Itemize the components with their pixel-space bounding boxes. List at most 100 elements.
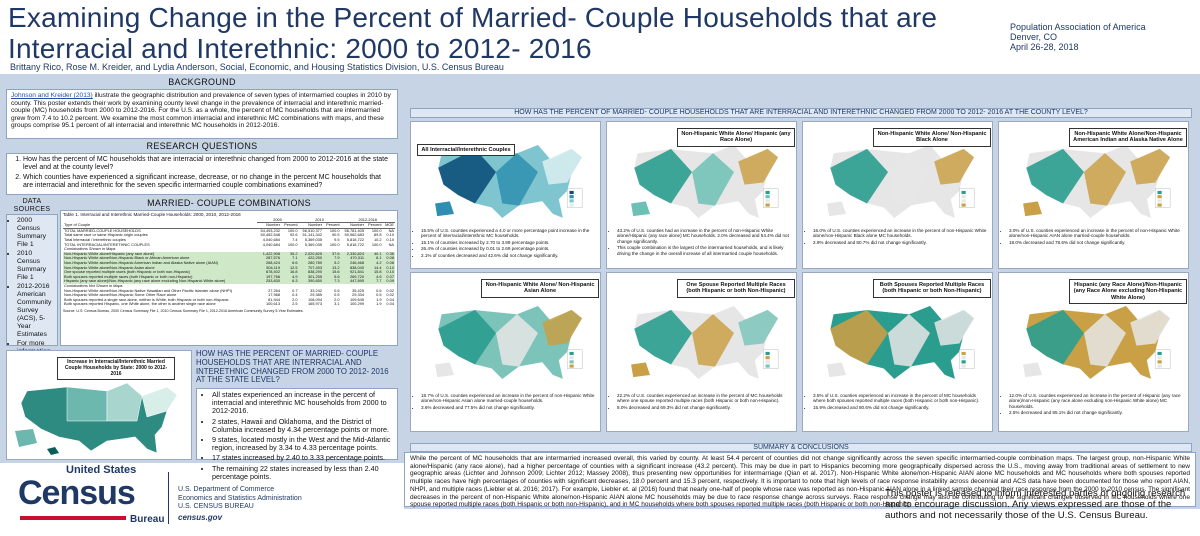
state-map-region — [66, 386, 108, 422]
cell: 10.2 — [373, 236, 382, 242]
column-header: MOE — [382, 223, 395, 229]
cell: 100,299 — [349, 301, 365, 307]
cell: 0.6 — [334, 287, 340, 293]
question: Which counties have experienced a signif… — [23, 174, 393, 191]
cell: 246,468 — [340, 260, 366, 266]
source: 2012-2016 American Community Survey (ACS… — [17, 283, 54, 339]
cell: 6.3 — [281, 279, 299, 284]
cell: 0.04 — [386, 301, 394, 307]
source: 2000 Census Summary File 1 — [17, 217, 54, 249]
state-finding: 9 states, located mostly in the West and… — [212, 435, 394, 452]
cell: Non-Hispanic White alone/Non-Hispanic Am… — [63, 260, 257, 266]
cell: 109,645 — [349, 296, 365, 302]
cell: 5,818,722 — [346, 241, 365, 247]
cell: 51,141,342 — [302, 232, 323, 238]
citation-link[interactable]: Johnson and Kreider (2013) — [11, 92, 93, 99]
cell: 0.02 — [386, 292, 394, 298]
cell: 197,766 — [256, 274, 282, 280]
cell: 100.0 — [371, 227, 382, 233]
cell: 2,330,824 — [340, 251, 366, 257]
cell: 29,334 — [352, 292, 365, 298]
cell: 15.8 — [365, 270, 383, 275]
year-header: 2000 — [256, 217, 299, 224]
cell: 27,264 — [268, 287, 281, 293]
section-heading: HOW HAS THE PERCENT OF MARRIED- COUPLE H… — [410, 108, 1192, 118]
department-line: Economics and Statistics Administration — [178, 494, 302, 502]
question-list: How has the percent of MC households tha… — [11, 156, 393, 191]
year-row: 2000 2010 2012-2016 — [63, 217, 395, 224]
cell: 5.6 — [323, 274, 341, 280]
cell: 54,493,232 — [260, 227, 281, 233]
table-row: Non-Hispanic White alone/Non-Hispanic Na… — [63, 287, 395, 294]
table-row: Non-Hispanic White alone/Non-Hispanic So… — [63, 292, 395, 298]
conference-line: Population Association of America — [1010, 22, 1146, 32]
cell: Non-Hispanic White alone/Hispanic (any r… — [63, 251, 257, 257]
cell: 0.36 — [382, 251, 395, 257]
cell: 89.8 — [373, 232, 382, 238]
cell: 100,613 — [265, 301, 281, 307]
cell: 4,040,684 — [262, 241, 281, 247]
cell: 4,040,684 — [262, 236, 281, 242]
question: How has the percent of MC households tha… — [23, 156, 393, 173]
cell: 100.0 — [371, 241, 382, 247]
cell: 9.5 — [334, 236, 340, 242]
cell: Both spouses reported Hispanic, one Whit… — [64, 302, 216, 307]
cell: 7.7 — [365, 279, 383, 284]
cell: 100.0 — [329, 227, 340, 233]
cell: 40.1 — [365, 251, 383, 257]
table-row: TOTAL MARRIED-COUPLE HOUSEHOLDS 54,493,23… — [63, 228, 395, 233]
table-box: Table 1. Interracial and Interethnic Mar… — [60, 210, 398, 346]
cell: 35,425 — [352, 287, 365, 293]
cell: 12.5 — [281, 265, 299, 271]
authors: Brittany Rico, Rose M. Kreider, and Lydi… — [10, 62, 504, 72]
census-logo: United States Census Bureau — [18, 464, 168, 534]
table-title: Table 1. Interracial and Interethnic Mar… — [63, 212, 241, 217]
state-finding: 2 states, Hawaii and Oklahoma, and the D… — [212, 417, 394, 434]
column-header: Number — [256, 223, 282, 229]
column-header: Number — [298, 223, 324, 229]
cell: 6.6 — [281, 260, 299, 266]
cell: 7.9 — [323, 256, 341, 261]
cell: 37.6 — [323, 251, 341, 257]
cell: 0.5 — [376, 292, 382, 298]
cell: 3.1 — [334, 301, 340, 307]
column-header: Number — [340, 223, 366, 229]
table-row: Both spouses reported Hispanic, one Whit… — [63, 302, 395, 307]
cell: Non-Hispanic White alone/Non-Hispanic Bl… — [63, 256, 257, 261]
cell: 253,830 — [256, 279, 282, 284]
cell: 921,841 — [340, 270, 366, 275]
cell: 4.2 — [365, 260, 383, 266]
cell: 0.5 — [334, 292, 340, 298]
cell: 100.0 — [287, 227, 298, 233]
cell: 0.7 — [292, 287, 298, 293]
conference-line: Denver, CO — [1010, 32, 1058, 42]
cell: 0.06 — [382, 260, 395, 266]
cell: 4.9 — [281, 274, 299, 280]
state-findings: All states experienced an increase in th… — [196, 388, 398, 481]
state-map-panel: Increase in Interracial/Interethnic Marr… — [6, 350, 192, 460]
column-header: Type of Couple — [63, 222, 257, 229]
section-heading: RESEARCH QUESTIONS — [6, 141, 398, 152]
cell: NA — [388, 227, 394, 233]
cell: NA — [388, 241, 394, 247]
cell: Non-Hispanic White alone/Non-Hispanic As… — [63, 265, 257, 271]
column-header: Percent — [323, 223, 341, 229]
cell: 0.10 — [382, 270, 395, 275]
cell: One spouse reported multiple races (both… — [63, 270, 257, 275]
cell: Hispanic (any race alone)/Non-Hispanic (… — [63, 279, 257, 284]
logo-main: Census — [18, 474, 136, 512]
table-row: Non-Hispanic White alone/Non-Hispanic As… — [63, 265, 395, 271]
cell: 5,369,035 — [304, 241, 323, 247]
department-line: U.S. CENSUS BUREAU — [178, 503, 254, 510]
department: U.S. Department of Commerce Economics and… — [178, 486, 302, 522]
cell: 422,250 — [298, 256, 324, 261]
cell: 50,452,548 — [260, 232, 281, 238]
state-finding: 17 states increased by 2.40 to 3.33 perc… — [212, 454, 394, 462]
table-row: Hispanic (any race alone)/Non-Hispanic (… — [63, 279, 395, 284]
cell: 0.07 — [382, 274, 395, 280]
cell: 81,944 — [268, 296, 281, 302]
cell: 2.0 — [292, 296, 298, 302]
logo-top: United States — [66, 464, 137, 476]
cell: 2.0 — [334, 296, 340, 302]
